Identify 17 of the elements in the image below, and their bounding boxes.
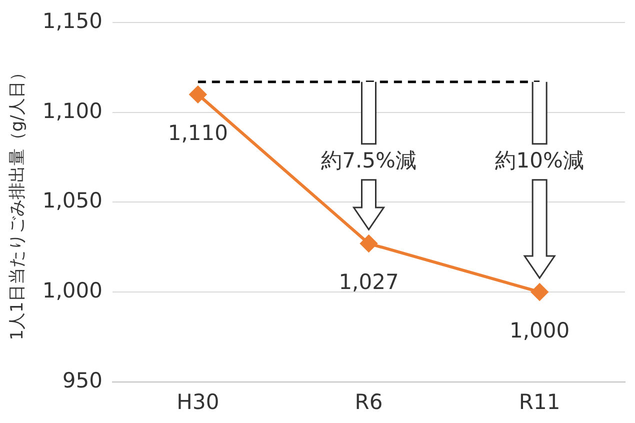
y-tick-label: 950	[62, 368, 103, 392]
x-tick-label: R6	[354, 390, 383, 414]
y-tick-label: 1,000	[42, 278, 103, 302]
y-tick-label: 1,100	[42, 98, 103, 123]
y-tick-label: 1,050	[42, 188, 103, 213]
annotation: 約10%減	[495, 148, 584, 172]
point	[189, 86, 206, 103]
point	[531, 284, 548, 300]
y-tick-label: 1,150	[42, 9, 103, 34]
x-tick-label: H30	[176, 390, 220, 414]
data-label: 1,027	[338, 270, 399, 294]
y-axis-title: 1人1日当たりごみ排出量（g/人日）	[8, 64, 28, 340]
x-tick-label: R11	[518, 390, 560, 414]
data-label: 1,110	[168, 120, 228, 145]
data-label: 1,000	[510, 318, 570, 342]
annotation: 約7.5%減	[321, 148, 416, 172]
point	[360, 235, 378, 252]
